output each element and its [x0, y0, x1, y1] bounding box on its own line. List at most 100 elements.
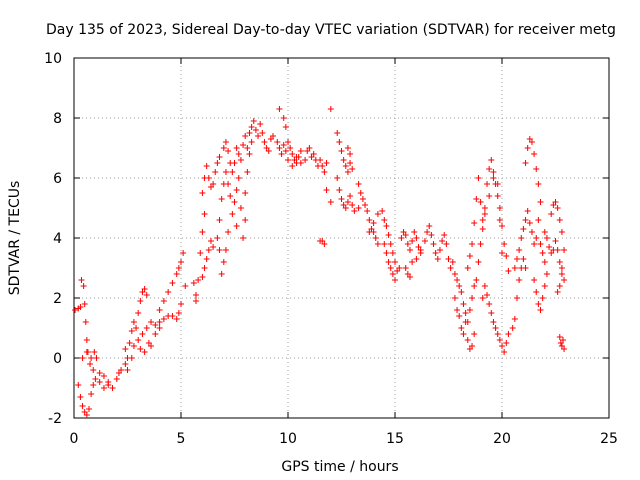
data-point — [473, 277, 480, 283]
data-point — [87, 361, 94, 367]
data-point — [246, 151, 253, 157]
data-point — [349, 202, 356, 208]
data-point — [387, 241, 394, 247]
data-point — [513, 295, 520, 301]
data-point — [505, 268, 512, 274]
data-point — [237, 157, 244, 163]
data-point — [302, 157, 309, 163]
data-point — [424, 229, 431, 235]
data-point — [513, 256, 520, 262]
data-point — [392, 259, 398, 265]
data-point — [203, 163, 210, 169]
data-point — [237, 205, 244, 211]
data-point — [248, 139, 255, 145]
data-point — [552, 199, 559, 205]
y-tick-label: 6 — [53, 171, 62, 187]
data-point — [128, 355, 135, 361]
data-point — [265, 148, 272, 154]
data-point — [522, 265, 529, 271]
data-point — [533, 235, 540, 241]
data-point — [428, 232, 435, 238]
data-point — [220, 145, 227, 151]
data-point — [90, 367, 97, 373]
data-point — [297, 148, 304, 154]
data-point — [484, 292, 491, 298]
y-tick-label: 0 — [53, 351, 62, 367]
data-point — [182, 283, 189, 289]
data-point — [398, 235, 405, 241]
data-point — [389, 271, 396, 277]
data-point — [82, 319, 89, 325]
data-point — [250, 118, 257, 124]
data-point — [222, 247, 229, 253]
data-point — [362, 202, 369, 208]
data-point — [541, 283, 548, 289]
data-point — [78, 277, 85, 283]
data-point — [75, 382, 82, 388]
data-point — [490, 175, 497, 181]
data-point — [359, 196, 366, 202]
data-point — [479, 226, 486, 232]
data-point — [285, 139, 291, 145]
data-point — [244, 169, 251, 175]
data-point — [383, 250, 390, 256]
data-point — [543, 271, 550, 277]
data-point — [72, 307, 79, 313]
data-point — [349, 166, 356, 172]
data-point — [447, 265, 454, 271]
data-point — [338, 148, 345, 154]
data-point — [280, 142, 287, 148]
data-point — [548, 211, 555, 217]
data-point — [479, 217, 486, 223]
data-point — [531, 277, 538, 283]
data-point — [282, 148, 289, 154]
data-point — [556, 217, 563, 223]
data-point — [533, 166, 540, 172]
data-point — [323, 187, 330, 193]
x-tick-label: 25 — [600, 431, 618, 447]
data-point — [235, 151, 242, 157]
data-point — [451, 271, 458, 277]
data-point — [537, 307, 544, 313]
data-point — [342, 205, 349, 211]
data-point — [100, 373, 107, 379]
data-point — [169, 280, 176, 286]
data-point — [342, 163, 349, 169]
data-point — [458, 289, 465, 295]
data-point — [374, 241, 381, 247]
data-point — [270, 133, 277, 139]
data-point — [218, 271, 225, 277]
data-point — [156, 319, 163, 325]
data-point — [488, 157, 495, 163]
data-point — [477, 199, 484, 205]
data-point — [257, 121, 264, 127]
data-point — [554, 205, 561, 211]
data-point — [381, 241, 388, 247]
data-point — [287, 145, 294, 151]
data-point — [77, 304, 84, 310]
y-tick-label: 8 — [53, 111, 62, 127]
data-point — [77, 394, 84, 400]
data-point — [411, 229, 418, 235]
data-point — [199, 190, 206, 196]
data-point — [80, 283, 87, 289]
data-point — [334, 175, 341, 181]
data-point — [244, 145, 251, 151]
data-point — [552, 238, 559, 244]
data-point — [321, 169, 328, 175]
data-point — [387, 265, 394, 271]
data-point — [143, 325, 150, 331]
data-point — [413, 235, 420, 241]
data-point — [494, 331, 501, 337]
data-point — [357, 190, 364, 196]
data-point — [469, 241, 476, 247]
data-point — [481, 283, 488, 289]
data-point — [494, 193, 501, 199]
data-point — [122, 346, 129, 352]
data-point — [528, 139, 535, 145]
data-point — [81, 301, 88, 307]
data-point — [336, 139, 343, 145]
data-point — [439, 238, 446, 244]
data-point — [135, 337, 142, 343]
data-point — [109, 385, 116, 391]
